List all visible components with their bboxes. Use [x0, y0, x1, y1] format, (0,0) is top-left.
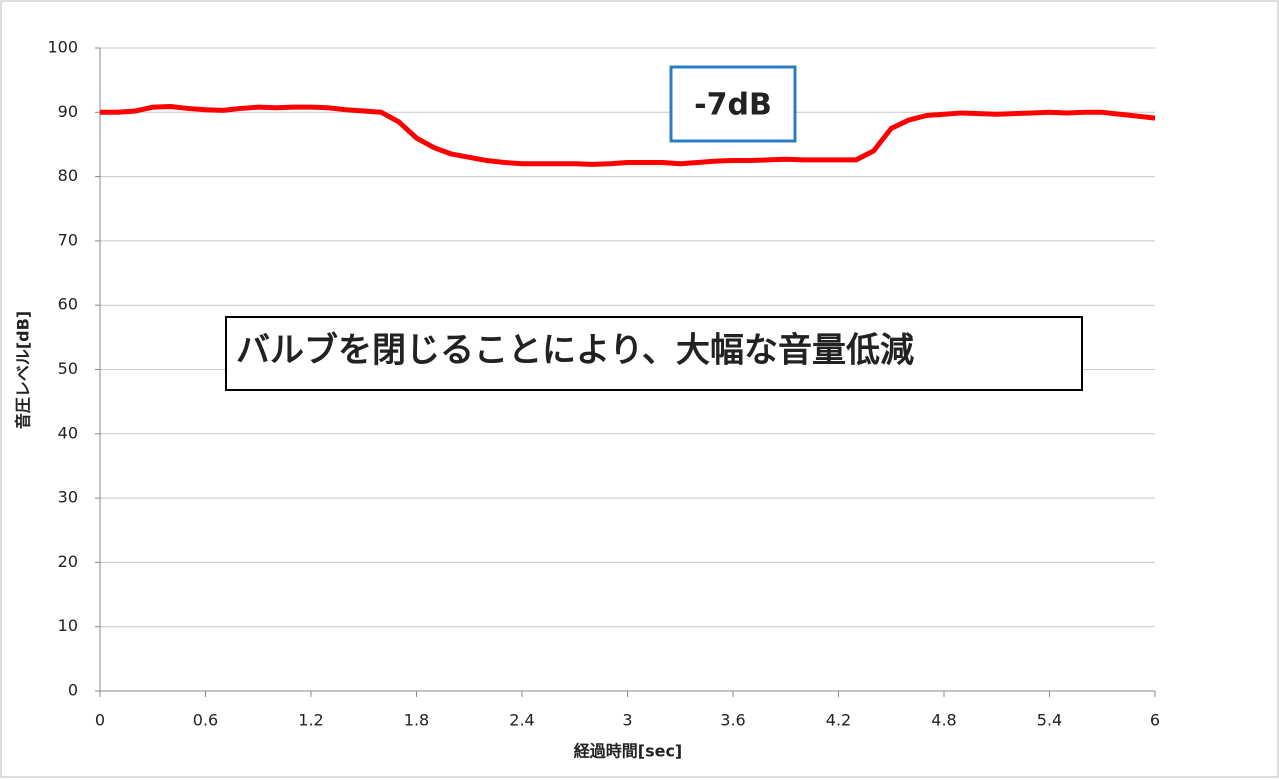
y-tick-label: 90 — [58, 102, 78, 121]
y-tick-label: 60 — [58, 295, 78, 314]
y-tick-label: 20 — [58, 552, 78, 571]
y-tick-label: 80 — [58, 166, 78, 185]
x-tick-label: 0 — [95, 711, 105, 730]
x-tick-label: 3 — [622, 711, 632, 730]
x-tick-label: 2.4 — [509, 711, 534, 730]
y-tick-label: 10 — [58, 616, 78, 635]
y-tick-label: 0 — [68, 681, 78, 700]
annotation-box — [225, 316, 1083, 391]
annotation: -7dB — [694, 88, 772, 123]
x-tick-label: 5.4 — [1037, 711, 1062, 730]
y-axis-label: 音圧レベル[dB] — [14, 311, 33, 429]
annotation-box — [669, 65, 797, 143]
y-tick-label: 40 — [58, 423, 78, 442]
x-tick-label: 4.8 — [931, 711, 956, 730]
y-tick-label: 100 — [47, 38, 78, 57]
x-tick-label: 0.6 — [193, 711, 218, 730]
y-tick-label: 30 — [58, 488, 78, 507]
x-tick-label: 3.6 — [720, 711, 745, 730]
x-axis-label: 経過時間[sec] — [574, 742, 683, 761]
data-line — [100, 104, 1156, 167]
x-tick-label: 1.2 — [298, 711, 323, 730]
x-tick-label: 1.8 — [404, 711, 429, 730]
annotation: バルブを閉じることにより、大幅な音量低減 — [236, 331, 914, 371]
y-tick-label: 50 — [58, 359, 78, 378]
x-tick-label: 4.2 — [826, 711, 851, 730]
x-tick-label: 6 — [1150, 711, 1160, 730]
y-tick-label: 70 — [58, 230, 78, 249]
